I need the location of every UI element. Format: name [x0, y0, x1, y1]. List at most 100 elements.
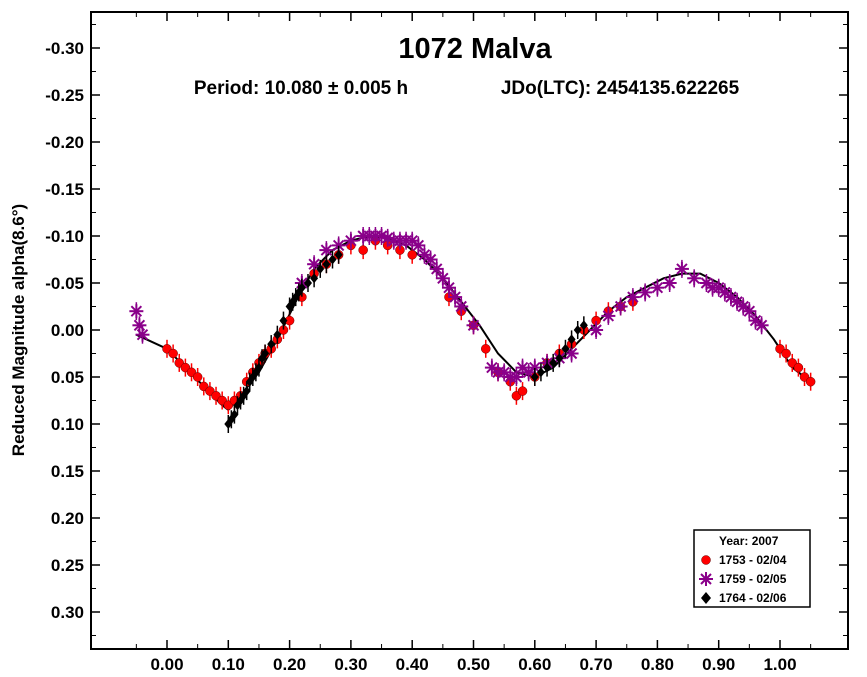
data-point-diamond — [549, 357, 558, 368]
y-tick-label: -0.15 — [45, 180, 84, 199]
x-tick-label: 0.10 — [212, 655, 245, 674]
data-point-circle — [192, 372, 203, 382]
data-point-diamond — [322, 259, 331, 270]
x-axis: 0.00 0.10 0.20 0.30 0.40 0.50 0.60 0.70 0.80 0.90… — [135, 12, 812, 674]
data-point-asterisk — [429, 261, 444, 276]
y-tick-label: -0.20 — [45, 133, 84, 152]
data-point-diamond — [297, 282, 306, 293]
data-point-asterisk — [441, 280, 456, 295]
y-tick-label: 0.15 — [51, 462, 84, 481]
data-point-asterisk — [613, 299, 628, 314]
asterisk-stroke — [590, 324, 602, 336]
y-tick-label: 0.00 — [51, 321, 84, 340]
data-point-diamond — [555, 353, 564, 364]
data-point-asterisk — [589, 323, 604, 337]
x-tick-label: 0.00 — [150, 655, 183, 674]
data-point-diamond — [273, 329, 282, 340]
y-tick-label: 0.10 — [51, 415, 84, 434]
data-point-asterisk — [717, 285, 732, 300]
asterisk-stroke — [449, 291, 461, 303]
data-point-asterisk — [132, 318, 147, 333]
legend-item-1764: 1764 - 02/06 — [701, 591, 787, 605]
asterisk-stroke — [136, 328, 149, 341]
data-point-diamond — [242, 386, 251, 397]
series-1753 — [162, 231, 816, 415]
asterisk-stroke — [498, 366, 510, 379]
data-point-circle — [481, 344, 491, 354]
x-tick-label: 0.60 — [518, 655, 551, 674]
data-point-asterisk — [601, 308, 616, 323]
data-point-asterisk — [411, 238, 426, 253]
data-point-asterisk — [319, 243, 334, 258]
data-point-asterisk — [638, 285, 653, 300]
legend-title: Year: 2007 — [719, 534, 779, 548]
asterisk-stroke — [455, 300, 467, 313]
data-point-diamond — [530, 372, 539, 382]
data-point-asterisk — [423, 252, 438, 267]
data-point-diamond — [561, 343, 570, 354]
chart-subtitle-period: Period: 10.080 ± 0.005 h — [194, 78, 408, 99]
asterisk-stroke — [529, 361, 541, 374]
x-tick-label: 0.50 — [457, 655, 490, 674]
data-point-diamond — [334, 249, 343, 260]
asterisk-stroke — [381, 232, 394, 244]
data-point-asterisk — [435, 271, 450, 286]
series-1759 — [129, 227, 769, 386]
asterisk-stroke — [486, 361, 498, 374]
data-point-diamond — [573, 325, 582, 335]
asterisk-stroke — [676, 263, 688, 275]
data-point-asterisk — [625, 290, 640, 305]
asterisk-stroke — [510, 371, 523, 383]
legend-item-1759: 1759 - 02/05 — [699, 572, 787, 586]
asterisk-stroke — [443, 281, 455, 294]
legend: Year: 2007 1753 - 02/04 1759 - 02/05 176… — [693, 529, 811, 608]
data-point-diamond — [316, 263, 325, 274]
data-point-asterisk — [662, 276, 677, 290]
legend-label: 1764 - 02/06 — [719, 591, 787, 605]
legend-label: 1753 - 02/04 — [719, 553, 787, 567]
data-point-diamond — [328, 254, 337, 265]
data-point-diamond — [251, 367, 260, 378]
data-point-circle — [407, 250, 417, 260]
data-point-asterisk — [343, 233, 358, 248]
y-tick-label: -0.05 — [45, 274, 84, 293]
data-point-circle — [358, 245, 368, 255]
legend-label: 1759 - 02/05 — [719, 572, 787, 586]
data-point-circle — [517, 386, 528, 396]
y-axis-label: Reduced Magnitude alpha(8.6°) — [9, 204, 28, 456]
asterisk-stroke — [320, 244, 333, 256]
asterisk-stroke — [522, 366, 535, 379]
legend-diamond-marker — [701, 592, 711, 604]
asterisk-stroke — [133, 319, 146, 332]
data-point-diamond — [579, 320, 588, 331]
asterisk-stroke — [431, 263, 443, 275]
data-point-circle — [168, 348, 178, 359]
asterisk-stroke — [749, 314, 762, 327]
y-tick-label: 0.05 — [51, 368, 84, 387]
asterisk-stroke — [719, 286, 731, 299]
asterisk-stroke — [725, 291, 737, 303]
asterisk-stroke — [412, 239, 425, 252]
asterisk-stroke — [639, 286, 651, 299]
asterisk-stroke — [345, 234, 357, 247]
asterisk-stroke — [700, 277, 713, 289]
data-point-asterisk — [748, 313, 763, 328]
asterisk-stroke — [406, 234, 418, 247]
y-tick-label: 0.25 — [51, 556, 84, 575]
asterisk-stroke — [418, 249, 431, 261]
data-point-circle — [781, 348, 791, 359]
series-1764 — [224, 245, 588, 433]
data-point-asterisk — [331, 238, 346, 253]
data-point-asterisk — [129, 304, 144, 319]
legend-item-1753: 1753 - 02/04 — [701, 553, 787, 567]
asterisk-stroke — [437, 272, 449, 285]
asterisk-stroke — [467, 319, 480, 332]
data-point-asterisk — [687, 271, 702, 286]
asterisk-stroke — [130, 305, 143, 317]
asterisk-stroke — [743, 305, 756, 317]
asterisk-stroke — [614, 300, 627, 313]
data-point-asterisk — [650, 280, 665, 295]
asterisk-stroke — [332, 239, 345, 252]
asterisk-stroke — [627, 291, 639, 303]
